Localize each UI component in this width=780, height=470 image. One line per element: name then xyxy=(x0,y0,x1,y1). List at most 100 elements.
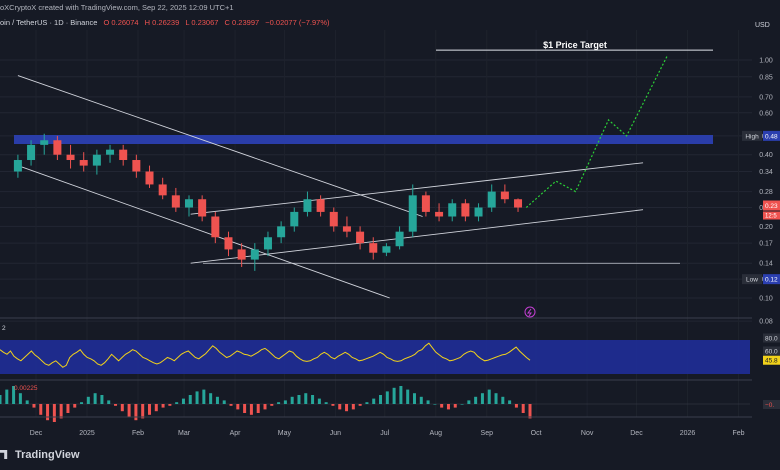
macd-bar xyxy=(324,402,328,404)
ohlc-change: −0.02077 (−7.97%) xyxy=(265,18,330,27)
candle-body xyxy=(408,195,417,232)
macd-bar xyxy=(5,389,9,404)
macd-bar xyxy=(66,404,70,413)
macd-bar xyxy=(52,404,56,422)
tradingview-logo[interactable]: TradingView xyxy=(0,449,80,461)
lightning-icon xyxy=(527,308,532,317)
macd-bar xyxy=(12,386,16,404)
macd-bar xyxy=(154,404,158,412)
macd-value: −0. xyxy=(765,402,774,409)
candle-body xyxy=(66,154,75,161)
time-tick-label: Oct xyxy=(531,430,542,437)
price-tick-label: 0.85 xyxy=(759,74,773,81)
time-tick-label: Dec xyxy=(630,430,643,437)
price-tag-bg xyxy=(763,130,780,141)
rsi-level-label: 80.0 xyxy=(765,336,778,343)
rsi-level-bg xyxy=(763,346,780,356)
symbol-name[interactable]: oin / TetherUS · 1D · Binance xyxy=(0,18,98,27)
level-tag-label: Low xyxy=(746,277,758,284)
candle-body xyxy=(132,160,141,172)
macd-bar xyxy=(528,404,532,419)
macd-bar xyxy=(256,404,260,413)
currency-label[interactable]: USD xyxy=(755,22,770,29)
countdown-bg xyxy=(763,211,780,220)
candle-body xyxy=(211,216,220,238)
candle-body xyxy=(342,226,351,232)
candle-body xyxy=(92,154,101,166)
macd-bar xyxy=(460,404,464,405)
price-tick-label: 1.00 xyxy=(759,58,773,65)
candle-body xyxy=(382,246,391,253)
macd-bar xyxy=(93,393,97,404)
candle-body xyxy=(145,171,154,185)
event-icon[interactable] xyxy=(524,306,536,318)
macd-bar xyxy=(181,398,185,404)
macd-bar xyxy=(446,404,450,410)
macd-bar xyxy=(0,395,2,404)
macd-bar xyxy=(351,404,355,410)
trend-lines xyxy=(17,49,713,299)
macd-bar xyxy=(283,400,287,404)
candle-body xyxy=(514,199,523,208)
macd-bar xyxy=(474,396,478,404)
time-tick-label: Jun xyxy=(330,430,341,437)
price-tick-label: 0.14 xyxy=(759,261,773,268)
candle-body xyxy=(237,249,246,260)
candle-body xyxy=(316,199,325,212)
macd-bar xyxy=(222,400,226,404)
time-axis[interactable]: Dec 2025 Feb Mar Apr May Jun Jul Aug Sep Oct Nov Dec… xyxy=(30,430,745,437)
level-tag-bg xyxy=(742,130,762,141)
candle-body xyxy=(106,149,115,155)
macd-bar xyxy=(399,386,403,404)
macd-bar xyxy=(453,404,457,408)
macd-bar xyxy=(127,404,131,417)
macd-bar xyxy=(419,396,423,404)
price-axis[interactable]: 1.000.850.700.600.480.400.340.280.240.20… xyxy=(759,58,773,326)
macd-bar xyxy=(501,396,505,404)
macd-bar xyxy=(467,400,471,404)
price-tick-label: 0.20 xyxy=(759,224,773,231)
macd-bar xyxy=(358,404,362,406)
macd-bar xyxy=(480,393,484,404)
candle-body xyxy=(263,237,272,250)
macd-bar xyxy=(59,404,63,419)
time-tick-label: Jul xyxy=(380,430,389,437)
price-tick-label: 0.34 xyxy=(759,169,773,176)
price-tick-label: 0.28 xyxy=(759,189,773,196)
macd-bar xyxy=(379,395,383,404)
macd-bar xyxy=(331,404,335,406)
macd-bar xyxy=(161,404,165,408)
candle-body xyxy=(27,144,36,161)
macd-bar xyxy=(18,393,22,404)
rsi-level-bg xyxy=(763,355,780,365)
brand-name: TradingView xyxy=(15,449,80,461)
macd-label: 0.00225 xyxy=(14,385,38,392)
macd-bar xyxy=(426,400,430,404)
macd-bar xyxy=(372,398,376,404)
price-tick-label: 0.17 xyxy=(759,241,773,248)
candle-body xyxy=(487,191,496,208)
price-tag-value: 0.48 xyxy=(765,133,778,140)
candle-body xyxy=(171,195,180,208)
rsi-line xyxy=(0,342,531,368)
time-tick-label: 2026 xyxy=(680,430,696,437)
macd-bar xyxy=(236,404,240,410)
macd-bar xyxy=(215,396,219,404)
macd-bar xyxy=(120,404,124,412)
macd-bar xyxy=(440,404,444,408)
macd-bar xyxy=(345,404,349,412)
symbol-legend: oin / TetherUS · 1D · Binance O 0.26074 … xyxy=(0,18,333,27)
price-tags: High 0.48 Low 0.12 0.23 12:5 xyxy=(742,130,780,285)
macd-bar xyxy=(385,391,389,404)
channel-line xyxy=(17,165,390,299)
channel-line xyxy=(17,75,423,217)
macd-bar xyxy=(494,393,498,404)
level-tag-label: High xyxy=(745,133,759,140)
price-tick-label: 0.10 xyxy=(759,296,773,303)
time-tick-label: Dec xyxy=(30,430,43,437)
candle-body xyxy=(198,199,207,217)
candle-body xyxy=(303,199,312,212)
candle-body xyxy=(435,211,444,217)
time-tick-label: Nov xyxy=(581,430,594,437)
